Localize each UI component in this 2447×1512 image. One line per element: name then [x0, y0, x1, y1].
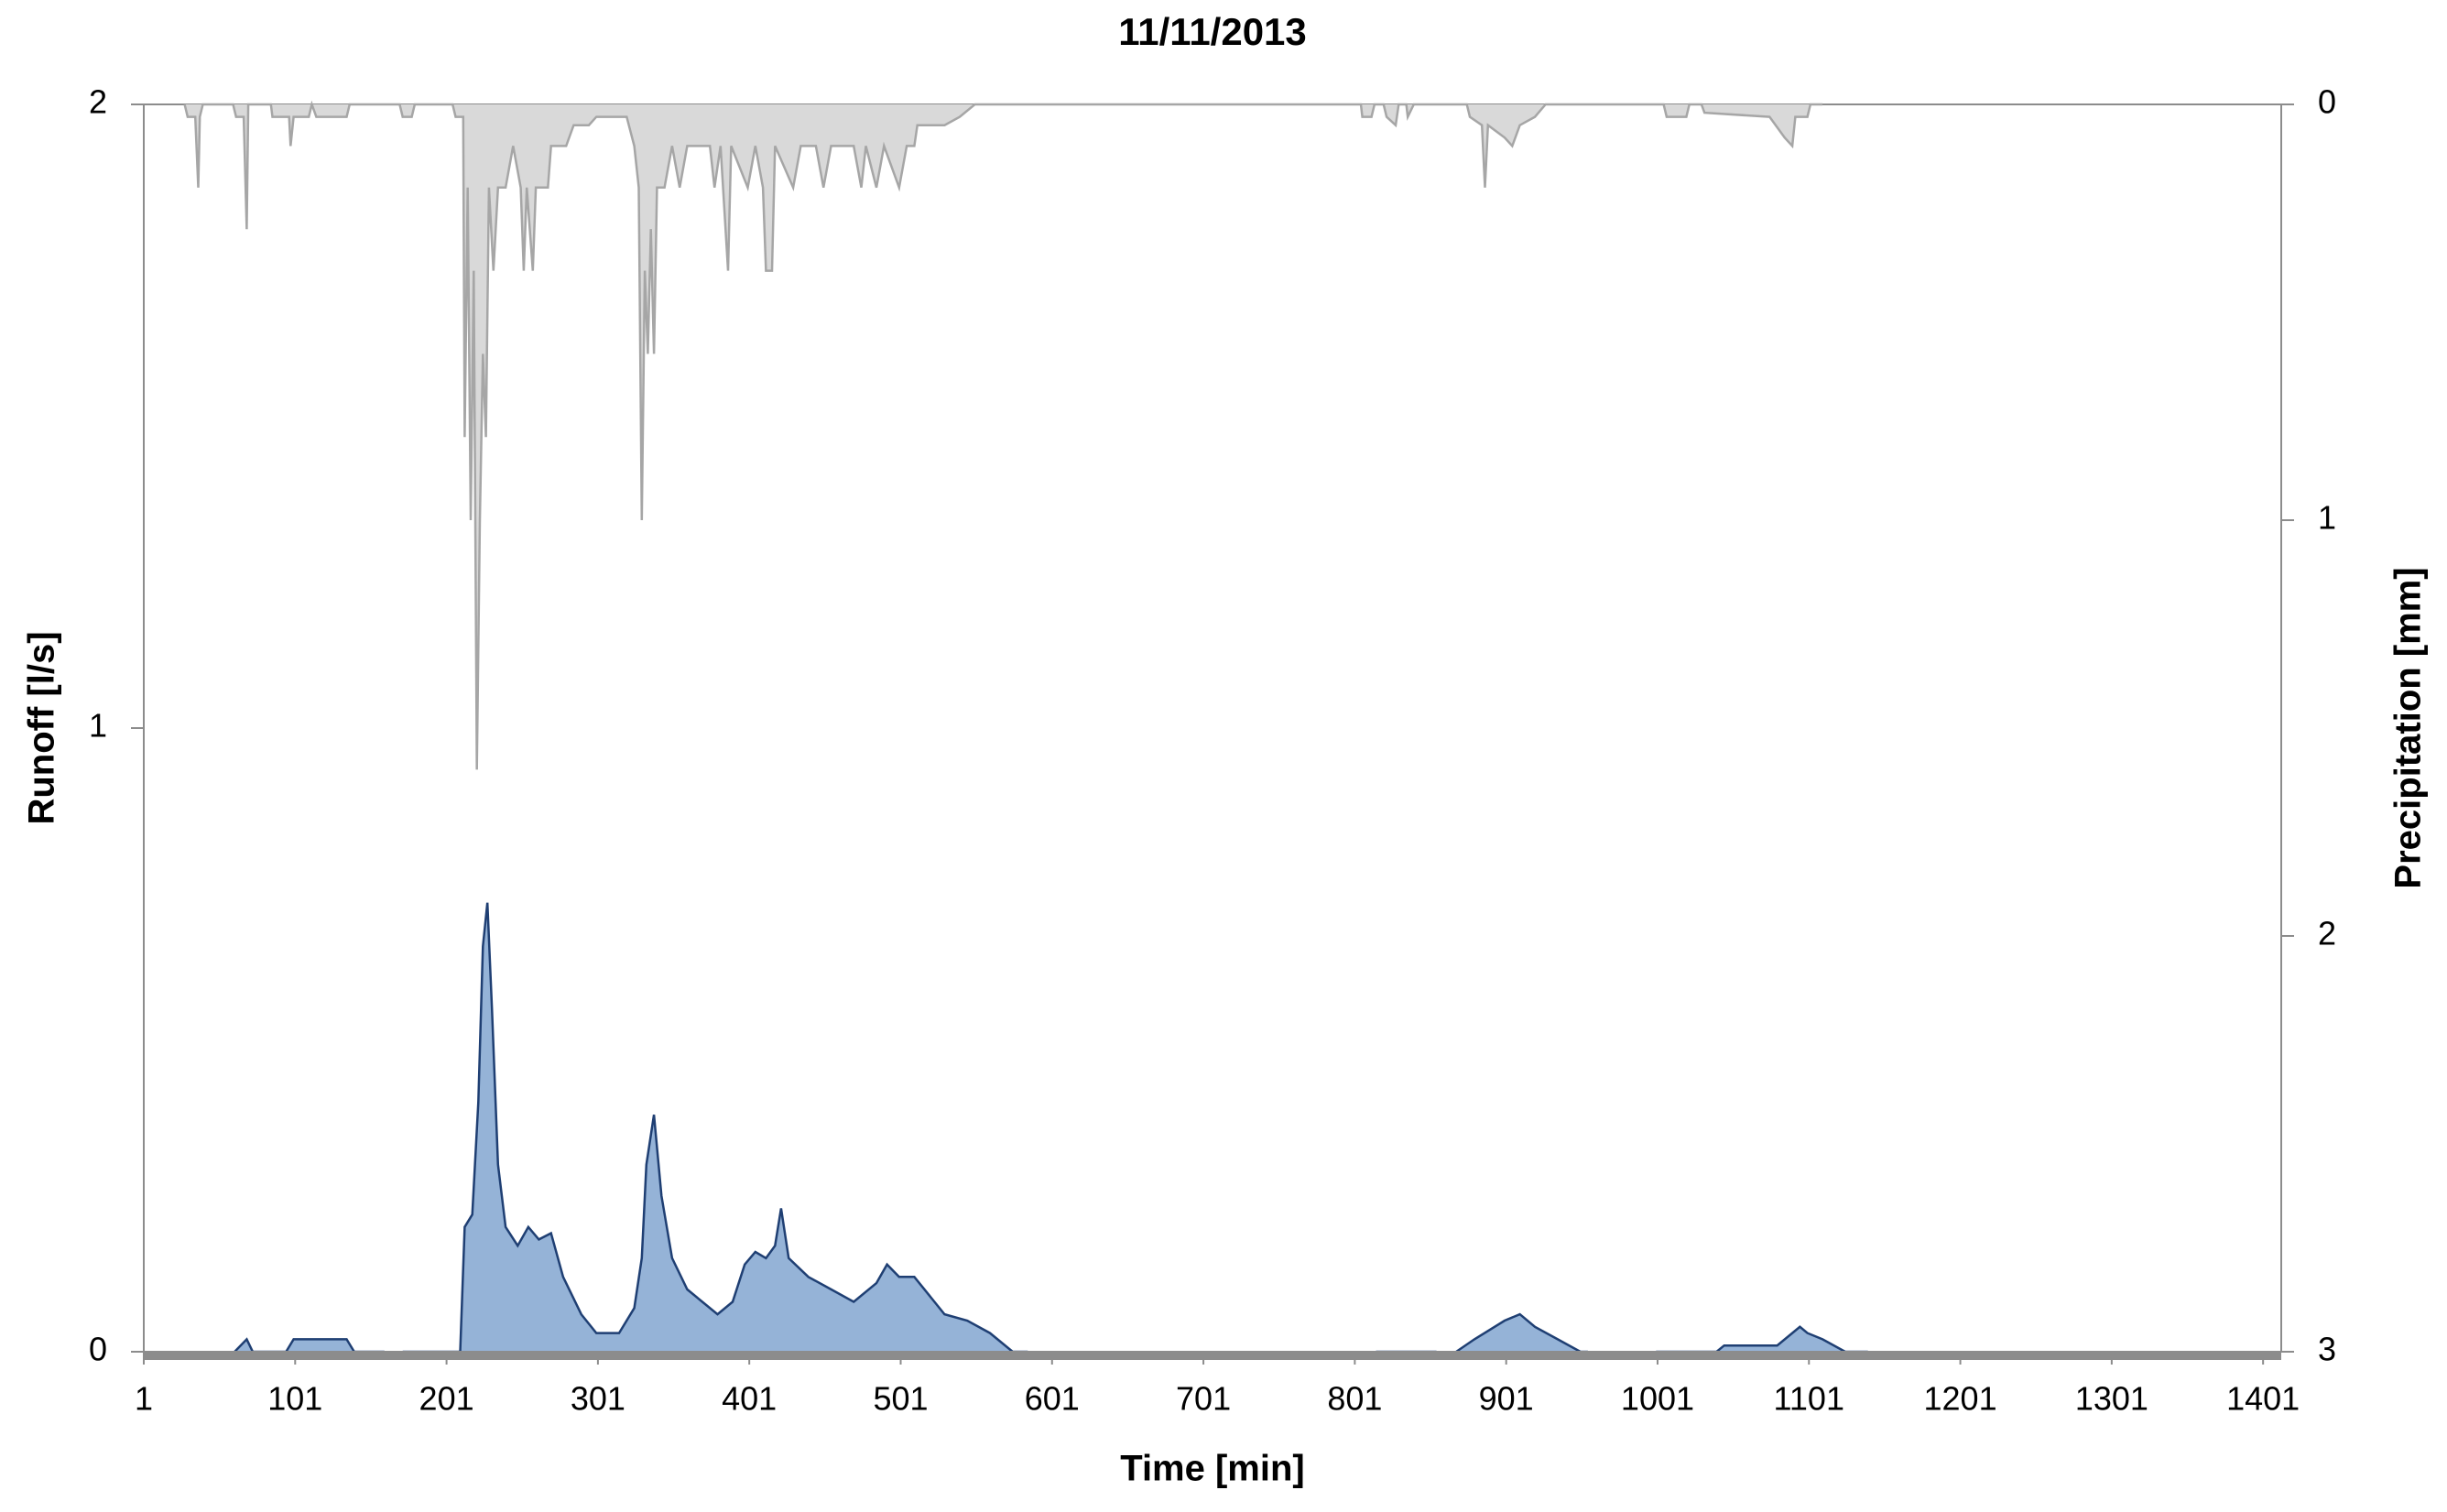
y2-tick-label: 2 [2318, 915, 2336, 952]
area-fill [184, 104, 1823, 770]
y2-tick-label: 0 [2318, 83, 2336, 121]
x-tick-label: 1401 [2226, 1380, 2300, 1418]
x-tick-label: 701 [1176, 1380, 1231, 1418]
area-line [183, 100, 1823, 770]
x-tick-label: 1201 [1924, 1380, 1997, 1418]
chart-title: 11/11/2013 [1118, 10, 1307, 53]
y2-tick-label: 3 [2318, 1331, 2336, 1368]
y-axis-title: Runoff [l/s] [22, 631, 62, 824]
x-tick-label: 1001 [1621, 1380, 1694, 1418]
x-tick-label: 101 [267, 1380, 322, 1418]
x-tick-label: 1 [135, 1380, 153, 1418]
y-tick-label: 1 [89, 707, 107, 745]
x-tick-label: 801 [1327, 1380, 1382, 1418]
y2-axis-title: Precipitation [mm] [2388, 567, 2429, 888]
x-tick-label: 301 [571, 1380, 625, 1418]
x-tick-label: 601 [1025, 1380, 1080, 1418]
x-axis-title: Time [min] [1120, 1449, 1305, 1489]
x-tick-label: 1301 [2075, 1380, 2148, 1418]
x-tick-label: 901 [1479, 1380, 1534, 1418]
y2-tick-label: 1 [2318, 499, 2336, 537]
x-tick-label: 401 [722, 1380, 777, 1418]
x-tick-label: 201 [419, 1380, 474, 1418]
y-tick-label: 0 [89, 1331, 107, 1368]
area-fill [234, 902, 1868, 1352]
x-tick-label: 501 [873, 1380, 928, 1418]
x-tick-label: 1101 [1774, 1380, 1844, 1418]
y-tick-label: 2 [89, 83, 107, 121]
